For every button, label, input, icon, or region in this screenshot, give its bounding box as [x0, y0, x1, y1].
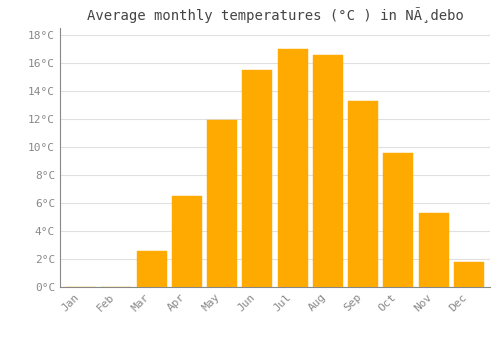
Bar	[348, 101, 378, 287]
Bar	[207, 120, 237, 287]
Bar	[454, 262, 484, 287]
Bar	[313, 55, 343, 287]
Bar	[172, 196, 202, 287]
Bar	[384, 153, 414, 287]
Bar	[136, 251, 166, 287]
Bar	[278, 49, 308, 287]
Bar	[242, 70, 272, 287]
Title: Average monthly temperatures (°C ) in NÃ¸debo: Average monthly temperatures (°C ) in NÃ…	[86, 7, 464, 23]
Bar	[418, 213, 448, 287]
